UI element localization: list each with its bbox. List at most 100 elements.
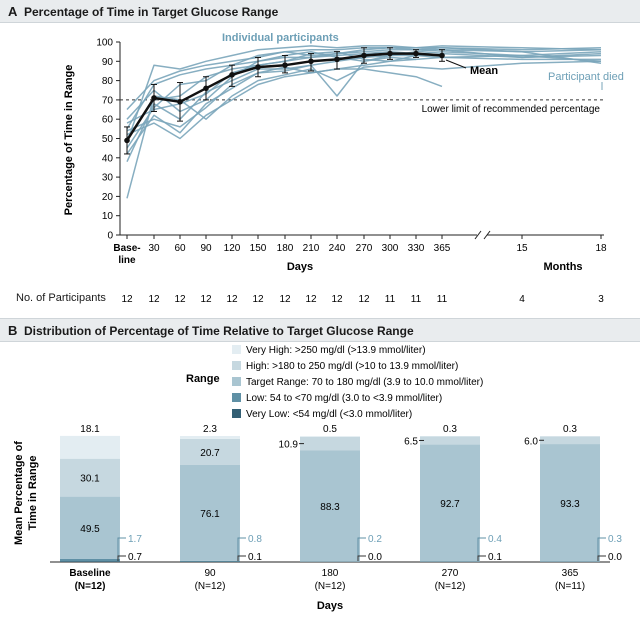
- participant-count: 3: [598, 294, 604, 305]
- category-label: Baseline: [69, 568, 111, 579]
- y-tick-label: 10: [102, 211, 114, 222]
- participant-count: 12: [279, 294, 291, 305]
- x-tick-label: 270: [356, 243, 373, 254]
- axis-break-mark: [474, 230, 482, 240]
- y-tick-label: 70: [102, 95, 114, 106]
- participant-count: 11: [437, 294, 448, 305]
- bar-segment: [180, 438, 240, 465]
- reference-line-label: Lower limit of recommended percentage: [422, 104, 601, 115]
- x-tick-label: 365: [434, 243, 451, 254]
- mean-point: [255, 64, 261, 70]
- bar-segment: [60, 558, 120, 562]
- x-tick-label: 240: [329, 243, 346, 254]
- annotation-individual-participants: Individual participants: [222, 32, 339, 44]
- bar-segment: [180, 436, 240, 439]
- x-tick-label: 90: [200, 243, 212, 254]
- y-tick-label: 90: [102, 57, 114, 68]
- bar-segment: [60, 496, 120, 559]
- bar-segment: [420, 444, 480, 562]
- high-value-label: 6.5: [404, 436, 418, 447]
- y-tick-label: 40: [102, 153, 114, 164]
- participant-count: 12: [226, 294, 238, 305]
- bar-segment: [180, 464, 240, 561]
- high-value-label: 20.7: [200, 448, 220, 459]
- participant-count: 12: [200, 294, 212, 305]
- glucose-distribution-stacked-bar-chart: Range Very High: >250 mg/dl (>13.9 mmol/l…: [13, 345, 622, 612]
- very-low-value-label: 0.0: [368, 552, 382, 563]
- panel-b-letter: B: [8, 323, 18, 338]
- individual-participant-line: [126, 45, 602, 143]
- bar-segment: [540, 436, 600, 445]
- mean-point: [439, 52, 445, 59]
- mean-point: [361, 52, 367, 59]
- time-in-range-line-chart: 0 10 20 30 40 50 60 70 80 90 100 Base-line 30 60 90 120…: [63, 32, 624, 305]
- legend-swatch: [232, 361, 241, 370]
- individual-participant-line: [126, 56, 417, 163]
- participant-count: 12: [331, 294, 343, 305]
- participant-count: 12: [121, 294, 133, 305]
- y-axis-label: Percentage of Time in Range: [63, 65, 75, 216]
- x-tick-label: 30: [148, 243, 160, 254]
- panel-b: B Distribution of Percentage of Time Rel…: [0, 318, 640, 627]
- bar-segment: [60, 561, 120, 562]
- bar-segment: [300, 436, 360, 451]
- participants-label: No. of Participants: [16, 292, 106, 304]
- target-value-label: 76.1: [200, 509, 220, 520]
- low-label-leader: [357, 537, 366, 560]
- category-n-label: (N=12): [75, 581, 106, 592]
- very-low-label-leader: [477, 555, 486, 561]
- x-tick-label: 18: [595, 243, 607, 254]
- participant-count: 4: [519, 294, 525, 305]
- x-tick-label: line: [118, 255, 136, 266]
- x-tick-label: 15: [516, 243, 528, 254]
- target-value-label: 49.5: [80, 524, 100, 535]
- mean-point: [413, 50, 419, 57]
- x-tick-label: Base-: [113, 243, 140, 254]
- participant-count: 12: [174, 294, 186, 305]
- category-label: 270: [442, 568, 459, 579]
- participant-count: 12: [305, 294, 317, 305]
- very-high-value-label: 0.5: [323, 424, 337, 435]
- mean-point: [177, 99, 183, 105]
- high-value-label: 10.9: [279, 440, 299, 451]
- low-value-label: 0.2: [368, 534, 382, 545]
- category-n-label: (N=12): [315, 581, 346, 592]
- low-label-leader: [117, 537, 126, 560]
- bar-segment: [540, 444, 600, 562]
- legend-swatch: [232, 377, 241, 386]
- bar-segment: [300, 436, 360, 437]
- category-n-label: (N=12): [195, 581, 226, 592]
- y-tick-label: 0: [107, 231, 113, 242]
- x-axis-label-months: Months: [543, 261, 582, 273]
- very-low-value-label: 0.0: [608, 552, 622, 563]
- y-tick-label: 60: [102, 115, 114, 126]
- legend-swatch: [232, 345, 241, 354]
- mean-point: [387, 50, 393, 57]
- y-tick-label: 50: [102, 134, 114, 145]
- participant-count: 12: [252, 294, 264, 305]
- bar-segment: [300, 450, 360, 562]
- x-axis-label-days: Days: [287, 261, 313, 273]
- legend-label: High: >180 to 250 mg/dl (>10 to 13.9 mmo…: [246, 361, 458, 372]
- panel-a-header: A Percentage of Time in Target Glucose R…: [0, 0, 640, 23]
- low-value-label: 0.8: [248, 534, 262, 545]
- very-low-value-label: 0.1: [248, 552, 262, 563]
- very-low-value-label: 0.7: [128, 552, 142, 563]
- y-tick-label: 30: [102, 173, 114, 184]
- high-value-label: 6.0: [524, 436, 538, 447]
- legend-swatch: [232, 409, 241, 418]
- legend-label: Target Range: 70 to 180 mg/dl (3.9 to 10…: [246, 377, 483, 388]
- x-tick-label: 210: [303, 243, 320, 254]
- mean-point: [124, 137, 130, 144]
- category-n-label: (N=12): [435, 581, 466, 592]
- annotation-mean: Mean: [470, 65, 498, 77]
- x-tick-label: 60: [174, 243, 186, 254]
- bar-segment: [420, 436, 480, 445]
- legend-label: Very High: >250 mg/dl (>13.9 mmol/liter): [246, 345, 426, 356]
- bar-segment: [60, 458, 120, 497]
- axis-break-mark: [483, 230, 491, 240]
- x-tick-label: 330: [408, 243, 425, 254]
- very-low-label-leader: [597, 555, 606, 561]
- very-low-label-leader: [117, 555, 126, 561]
- annotation-participant-died: Participant died: [548, 71, 624, 83]
